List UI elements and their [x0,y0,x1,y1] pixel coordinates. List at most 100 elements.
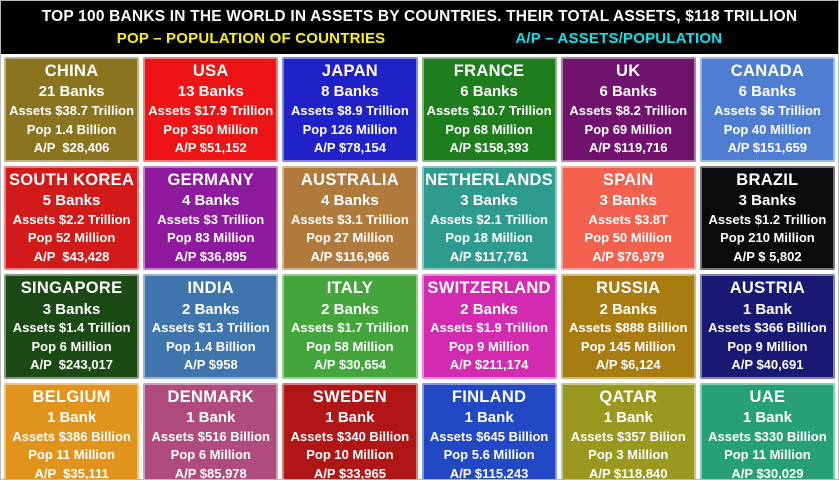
assets-line: Assets $10.7 Trillion [426,103,552,119]
assets-line: Assets $38.7 Trillion [9,103,135,119]
country-card: SINGAPORE 3 Banks Assets $1.4 Trillion P… [4,274,140,379]
pop-line: Pop 40 Million [723,121,812,137]
country-name: UAE [749,387,786,406]
country-name: SWEDEN [312,387,388,406]
banks-count: 13 Banks [177,83,244,101]
pop-line: Pop 6 Million [170,447,251,463]
pop-line: Pop 1.4 Billion [165,338,256,354]
ap-line: A/P $151,659 [727,140,808,156]
assets-line: Assets $1.9 Trillion [430,320,548,336]
pop-line: Pop 11 Million [28,447,115,463]
pop-line: Pop 350 Million [163,121,259,137]
country-card: AUSTRALIA 4 Banks Assets $3.1 Trillion P… [282,165,418,271]
pop-line: Pop 27 Million [306,230,394,246]
banks-count: 1 Bank [742,300,793,318]
assets-line: Assets $2.2 Trillion [12,211,131,227]
country-card: UK 6 Banks Assets $8.2 Trillion Pop 69 M… [560,56,696,162]
country-name: AUSTRALIA [300,170,399,189]
banks-count: 2 Banks [599,300,658,318]
banks-count: 6 Banks [738,83,797,101]
pop-line: Pop 52 Million [27,230,116,246]
country-name: AUSTRIA [729,279,806,298]
header-bar: TOP 100 BANKS IN THE WORLD IN ASSETS BY … [1,1,838,54]
pop-line: Pop 68 Million [445,121,533,137]
banks-count: 8 Banks [321,83,379,101]
assets-line: Assets $516 Billion [151,428,270,444]
pop-line: Pop 50 Million [584,230,672,246]
country-card: FINLAND 1 Bank Assets $645 Billion Pop 5… [421,382,557,479]
pop-line: Pop 5.6 Million [443,447,535,463]
legend-row: POP – POPULATION OF COUNTRIES A/P – ASSE… [7,30,832,47]
banks-count: 21 Banks [38,83,105,101]
ap-line: A/P $211,174 [449,357,529,373]
assets-line: Assets $6 Trillion [713,103,821,119]
assets-line: Assets $645 Billion [429,428,549,444]
banks-count: 3 Banks [460,191,518,209]
pop-line: Pop 10 Million [306,447,394,463]
banks-count: 1 Bank [742,409,793,427]
pop-line: Pop 210 Million [720,230,815,246]
pop-line: Pop 18 Million [445,230,533,246]
banks-count: 3 Banks [599,191,658,209]
assets-line: Assets $3.1 Trillion [291,211,409,227]
assets-line: Assets $357 Bilion [570,428,686,444]
banks-count: 2 Banks [321,300,379,318]
country-card: NETHERLANDS 3 Banks Assets $2.1 Trillion… [421,165,557,271]
country-name: DENMARK [167,387,254,406]
banks-count: 4 Banks [321,191,379,209]
country-grid: CHINA 21 Banks Assets $38.7 Trillion Pop… [1,53,838,480]
country-name: SINGAPORE [20,279,123,298]
ap-line: A/P $36,895 [174,248,247,264]
pop-line: Pop 83 Million [167,230,255,246]
assets-line: Assets $1.3 Trillion [151,320,270,336]
ap-line: A/P $243,017 [30,357,114,373]
banks-count: 1 Bank [325,409,375,427]
assets-line: Assets $330 Billion [708,428,827,444]
country-name: RUSSIA [596,279,661,298]
country-name: CHINA [44,61,99,80]
country-card: JAPAN 8 Banks Assets $8.9 Trillion Pop 1… [282,56,418,162]
assets-line: Assets $1.4 Trillion [12,320,131,336]
ap-line: A/P $30,654 [313,357,386,373]
ap-line: A/P $30,029 [731,465,804,480]
assets-line: Assets $888 Billion [568,320,688,336]
country-card: BELGIUM 1 Bank Assets $386 Billion Pop 1… [4,382,140,480]
banks-count: 1 Bank [46,409,97,427]
assets-line: Assets $1.2 Trillion [708,211,827,227]
assets-line: Assets $8.9 Trillion [291,103,409,119]
assets-line: Assets $1.7 Trillion [291,320,409,336]
banks-count: 1 Bank [603,409,653,427]
banks-count: 1 Bank [464,409,514,427]
country-name: JAPAN [321,61,379,80]
ap-line: A/P $118,840 [588,465,668,480]
assets-line: Assets $17.9 Trillion [148,103,274,119]
country-card: SPAIN 3 Banks Assets $3.8T Pop 50 Millio… [560,165,696,271]
assets-line: Assets $340 Billion [290,428,410,444]
country-card: CANADA 6 Banks Assets $6 Trillion Pop 40… [699,56,835,162]
pop-line: Pop 58 Million [306,338,394,354]
pop-line: Pop 6 Million [31,338,112,354]
country-name: NETHERLANDS [425,170,554,189]
country-name: FRANCE [453,61,525,80]
ap-line: A/P $958 [183,357,238,373]
country-name: UK [616,61,641,80]
country-card: BRAZIL 3 Banks Assets $1.2 Trillion Pop … [699,165,835,271]
ap-line: A/P $35,111 [34,465,109,480]
country-card: UAE 1 Bank Assets $330 Billion Pop 11 Mi… [699,382,835,480]
country-name: FINLAND [451,387,527,406]
page-title: TOP 100 BANKS IN THE WORLD IN ASSETS BY … [41,8,798,25]
pop-line: Pop 9 Million [448,338,530,354]
ap-line: A/P $119,716 [588,140,668,156]
pop-line: Pop 126 Million [302,121,398,137]
ap-line: A/P $43,428 [33,248,110,264]
country-card: QATAR 1 Bank Assets $357 Bilion Pop 3 Mi… [560,382,696,480]
country-card: DENMARK 1 Bank Assets $516 Billion Pop 6… [143,382,279,479]
ap-line: A/P $ 5,802 [733,248,802,264]
banks-count: 6 Banks [460,83,518,101]
country-name: BRAZIL [736,170,799,189]
banks-count: 6 Banks [599,83,658,101]
banks-count: 2 Banks [460,300,518,318]
ap-line: A/P $78,154 [313,140,386,156]
ap-line: A/P $76,979 [592,248,665,264]
